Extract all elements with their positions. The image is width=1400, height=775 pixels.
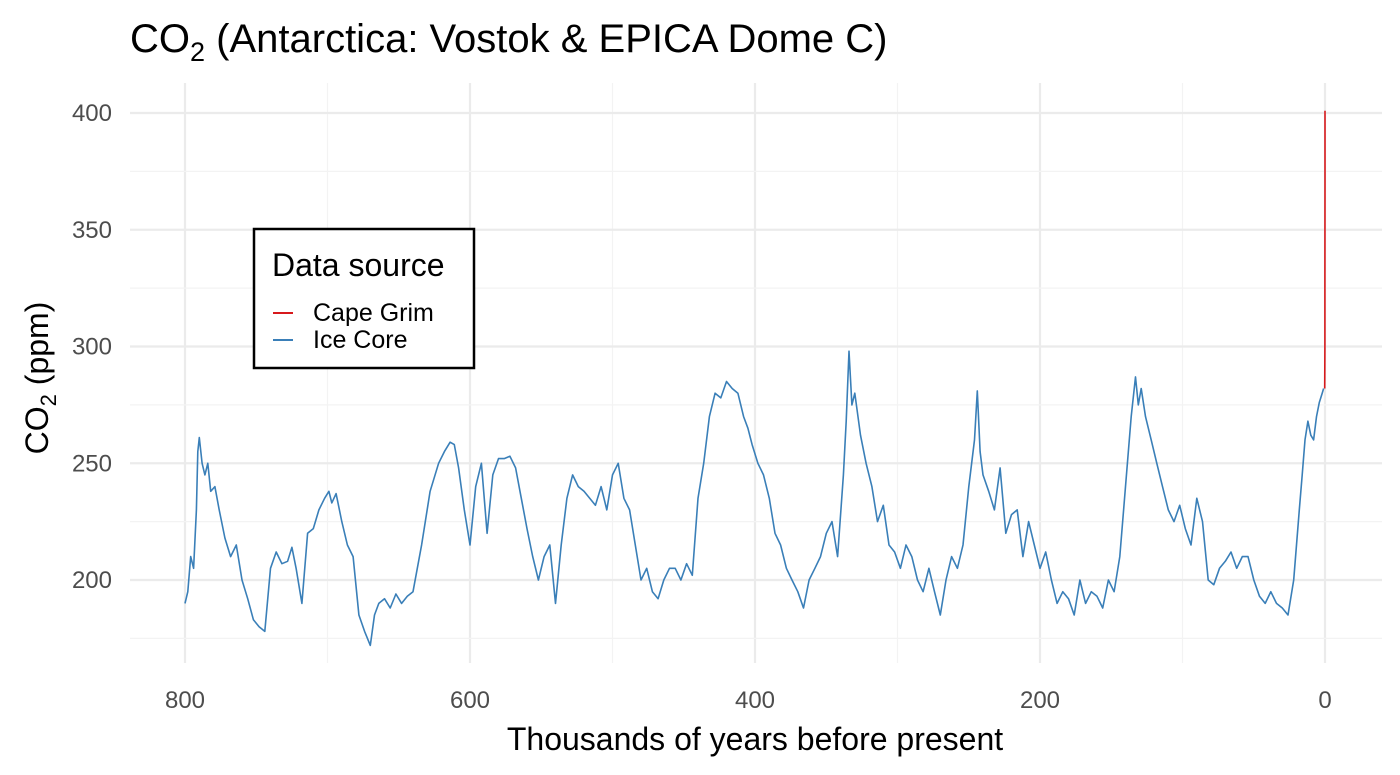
y-tick-label: 400 xyxy=(72,100,112,127)
x-tick-label: 400 xyxy=(735,687,775,714)
legend: Data source Cape Grim Ice Core xyxy=(252,227,476,370)
series-line-ice-core xyxy=(184,350,1325,647)
chart-title: CO2 (Antarctica: Vostok & EPICA Dome C) xyxy=(130,17,888,67)
x-tick-label: 600 xyxy=(450,687,490,714)
x-tick-label: 800 xyxy=(165,687,205,714)
grid xyxy=(130,83,1382,663)
y-tick-label: 250 xyxy=(72,450,112,477)
legend-label-cape-grim: Cape Grim xyxy=(313,299,434,327)
legend-box xyxy=(252,227,476,370)
y-tick-label: 200 xyxy=(72,567,112,594)
y-axis-title: CO2 (ppm) xyxy=(19,302,61,455)
y-tick-label: 350 xyxy=(72,217,112,244)
y-tick-label: 300 xyxy=(72,334,112,361)
legend-label-ice-core: Ice Core xyxy=(313,326,407,354)
series-layer xyxy=(184,110,1326,647)
x-tick-label: 0 xyxy=(1318,687,1331,714)
tick-labels: 800 600 400 200 0 200 250 300 350 400 xyxy=(72,100,1332,714)
legend-title: Data source xyxy=(272,247,445,283)
x-tick-label: 200 xyxy=(1020,687,1060,714)
x-axis-title: Thousands of years before present xyxy=(507,721,1003,757)
